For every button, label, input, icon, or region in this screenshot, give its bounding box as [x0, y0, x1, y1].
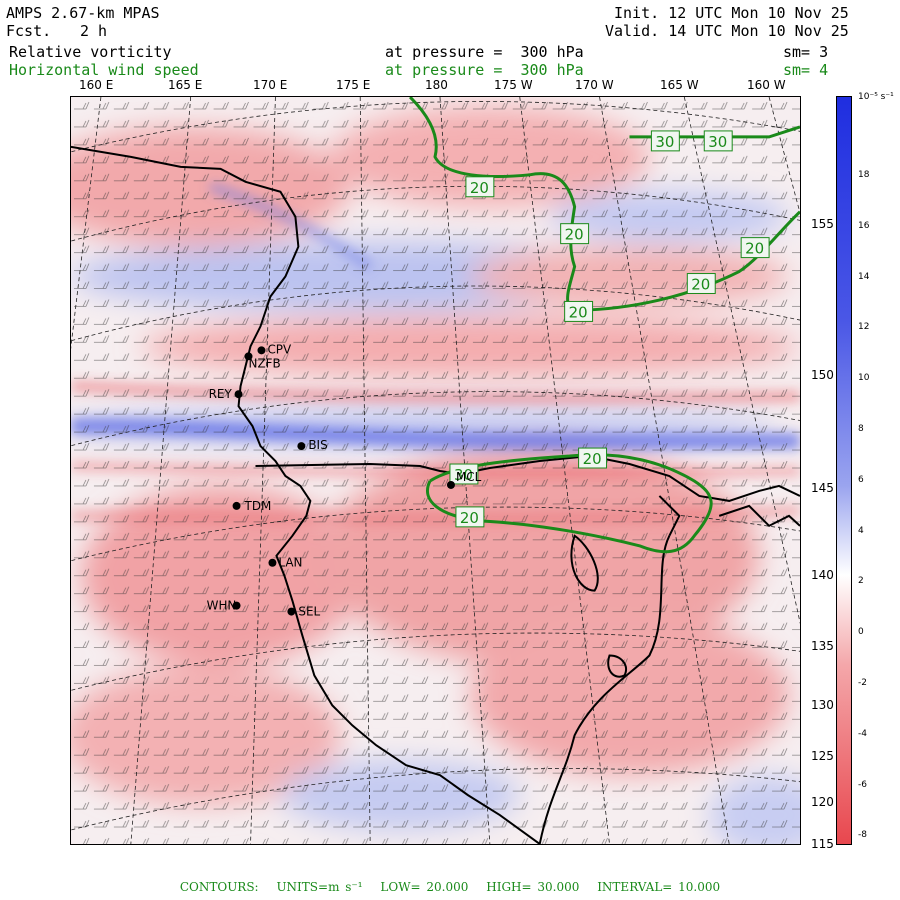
colorbar-tick: -2 [858, 678, 867, 688]
contour-label: 20 [565, 226, 584, 244]
lon-label: 180 [425, 78, 448, 92]
colorbar-tick: 18 [858, 170, 870, 180]
contour-label: 30 [454, 466, 473, 484]
lat-label: 135 [811, 639, 834, 653]
field1-name: Relative vorticity [9, 43, 172, 61]
lon-label: 165 E [168, 78, 203, 92]
forecast-label: Fcst. [6, 22, 52, 40]
station-label-sel: SEL [298, 605, 320, 619]
lon-label: 175 E [336, 78, 371, 92]
colorbar-tick: -8 [858, 830, 867, 841]
lon-label: 160 E [79, 78, 114, 92]
station-label-whn: WHN [207, 599, 237, 613]
colorbar-tick: 14 [858, 271, 870, 282]
colorbar-tick: 10 [858, 373, 870, 384]
vorticity-colorbar [836, 96, 852, 845]
station-label-lan: LAN [278, 556, 302, 570]
station-marker-bis [297, 442, 306, 451]
contour-label: 20 [569, 303, 588, 321]
lat-label: 115 [811, 837, 834, 851]
lon-label: 165 W [660, 78, 699, 92]
lat-label: 130 [811, 698, 834, 712]
station-marker-tdm [232, 501, 241, 510]
model-title: AMPS 2.67-km MPAS [6, 4, 160, 22]
contours-low: LOW= 20.000 [380, 880, 469, 894]
valid-time: Valid. 14 UTC Mon 10 Nov 25 [605, 22, 849, 40]
lat-label: 140 [811, 568, 834, 582]
colorbar-tick: -4 [858, 728, 867, 739]
field1-level: at pressure = 300 hPa [385, 43, 584, 61]
contour-label: 30 [708, 133, 727, 151]
lon-label: 175 W [494, 78, 533, 92]
station-label-tdm: TDM [244, 499, 272, 513]
contour-label: 20 [583, 450, 602, 468]
lat-label: 145 [811, 481, 834, 495]
colorbar-tick: 2 [858, 576, 864, 587]
station-marker-lan [268, 558, 277, 567]
contours-interval: INTERVAL= 10.000 [597, 880, 721, 894]
station-marker-sel [287, 607, 296, 616]
station-marker-cpv [257, 346, 266, 355]
station-label-mcl: MCL [456, 470, 482, 484]
colorbar-tick: 16 [858, 220, 870, 231]
contours-label: CONTOURS: [179, 880, 259, 894]
station-label-rey: REY [209, 387, 233, 401]
station-marker-whn [232, 601, 241, 610]
station-marker-rey [234, 390, 243, 399]
contour-label: 20 [745, 240, 764, 258]
colorbar-tick: 0 [858, 627, 864, 638]
field2-name: Horizontal wind speed [9, 61, 199, 79]
colorbar-tick: 4 [858, 525, 864, 536]
station-label-nzfb: NZFB [249, 356, 281, 370]
init-time: Init. 12 UTC Mon 10 Nov 25 [614, 4, 849, 22]
lon-label: 170 W [575, 78, 614, 92]
contour-label: 20 [691, 275, 710, 293]
contour-label: 20 [460, 509, 479, 527]
lat-label: 125 [811, 749, 834, 763]
field2-level: at pressure = 300 hPa [385, 61, 584, 79]
colorbar-tick: -6 [858, 779, 867, 790]
vorticity-map: 30 30 20 20 20 20 20 20 30 20 CPV NZFB R… [70, 96, 801, 845]
lat-label: 120 [811, 795, 834, 809]
colorbar-unit: 10⁻⁵ s⁻¹ [858, 92, 894, 102]
station-marker-nzfb [244, 352, 253, 361]
contour-label: 20 [470, 179, 489, 197]
contour-legend: CONTOURS: UNITS=m s⁻¹ LOW= 20.000 HIGH= … [0, 880, 900, 894]
colorbar-tick: 8 [858, 424, 864, 434]
field1-smoothing: sm= 3 [783, 43, 829, 61]
station-marker-mcl [446, 480, 455, 489]
lon-label: 160 W [747, 78, 786, 92]
colorbar-tick: 12 [858, 322, 870, 333]
contours-high: HIGH= 30.000 [486, 880, 580, 894]
station-label-bis: BIS [308, 438, 327, 452]
contours-units: UNITS=m s⁻¹ [276, 880, 363, 894]
lon-label: 170 E [253, 78, 288, 92]
contour-labels: 30 30 20 20 20 20 20 20 30 20 [449, 130, 770, 528]
colorbar-tick: 6 [858, 474, 864, 485]
stations: CPV NZFB REY BIS MCL TDM LAN WHN SEL [207, 342, 482, 618]
lat-label: 150 [811, 368, 834, 382]
forecast-value: 2 h [80, 22, 108, 40]
contour-label: 30 [655, 133, 674, 151]
field2-smoothing: sm= 4 [783, 61, 829, 79]
lat-label: 155 [811, 217, 834, 231]
station-label-cpv: CPV [267, 342, 292, 356]
